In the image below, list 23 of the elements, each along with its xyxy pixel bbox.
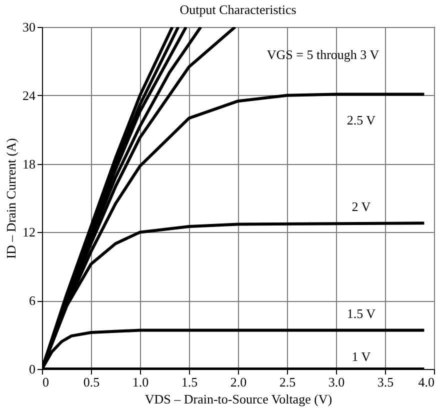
chart-title: Output Characteristics xyxy=(180,2,296,17)
y-tick-label: 30 xyxy=(22,20,36,34)
series-label: 1 V xyxy=(352,349,372,364)
x-tick-label: 0 xyxy=(42,374,49,390)
x-tick-label: 4.0 xyxy=(418,374,434,390)
x-tick-label: 0.5 xyxy=(83,374,100,390)
y-tick-label: 24 xyxy=(22,88,36,103)
y-tick-label: 0 xyxy=(29,362,36,376)
series-label: 2 V xyxy=(352,199,372,214)
x-tick-label: 3.5 xyxy=(377,374,394,390)
x-tick-label: 2.0 xyxy=(230,374,247,390)
x-axis-title: VDS – Drain-to-Source Voltage (V) xyxy=(144,392,332,406)
y-tick-label: 12 xyxy=(22,224,36,240)
annotation: VGS = 5 through 3 V xyxy=(266,47,380,62)
y-tick-label: 18 xyxy=(22,156,36,172)
series-label: 1.5 V xyxy=(346,306,376,322)
x-tick-label: 2.5 xyxy=(279,374,296,390)
y-tick-label: 6 xyxy=(29,293,36,308)
series-label: 2.5 V xyxy=(346,112,376,128)
x-tick-label: 3.0 xyxy=(328,374,345,390)
x-tick-label: 1.5 xyxy=(181,374,198,390)
x-tick-label: 1.0 xyxy=(132,374,149,390)
y-axis-title: ID – Drain Current (A) xyxy=(4,138,18,259)
